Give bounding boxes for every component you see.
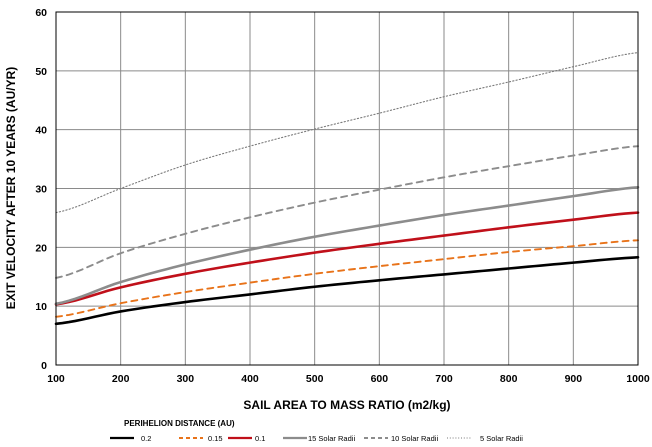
y-tick-label: 30 [35,184,47,196]
y-tick-label: 60 [35,7,47,19]
x-tick-label: 200 [112,373,130,385]
legend-label-5-solar-radii: 5 Solar Radii [480,434,523,443]
x-tick-label: 1000 [626,373,650,385]
x-axis-title: SAIL AREA TO MASS RATIO (m2/kg) [243,398,450,412]
y-tick-label: 0 [41,360,47,372]
x-tick-label: 800 [500,373,518,385]
legend-label-15-solar-radii: 15 Solar Radii [308,434,355,443]
legend-label-10-solar-radii: 10 Solar Radii [391,434,438,443]
legend-label-0-1: 0.1 [255,434,265,443]
plot-border [55,11,639,366]
series-line-0-15 [55,239,639,318]
x-tick-label: 500 [306,373,324,385]
series-layer [54,52,640,326]
series-line-0-1 [54,211,640,306]
x-tick-label: 600 [371,373,389,385]
legend-title: PERIHELION DISTANCE (AU) [124,419,235,428]
y-tick-label: 20 [35,242,47,254]
legend-label-0-15: 0.15 [208,434,223,443]
series-line-10-solar-radii [55,145,639,279]
tick-labels: 0 10 20 30 40 50 60 100 200 300 400 500 600 700 800 900… [35,7,650,385]
x-tick-label: 400 [241,373,259,385]
x-tick-label: 300 [177,373,195,385]
x-tick-label: 700 [435,373,453,385]
x-tick-label: 900 [565,373,583,385]
series-line-0-2 [54,256,640,326]
series-line-15-solar-radii [54,186,640,306]
legend: 0.2 0.15 0.1 15 Solar Radii 10 Solar Radii 5 … [110,434,523,443]
y-tick-label: 50 [35,66,47,78]
y-tick-label: 40 [35,125,47,137]
series-line-5-solar-radii [55,52,639,214]
y-tick-label: 10 [35,301,47,313]
legend-label-0-2: 0.2 [141,434,151,443]
x-tick-label: 100 [47,373,65,385]
y-axis-title: EXIT VELOCITY AFTER 10 YEARS (AU/YR) [4,67,18,309]
